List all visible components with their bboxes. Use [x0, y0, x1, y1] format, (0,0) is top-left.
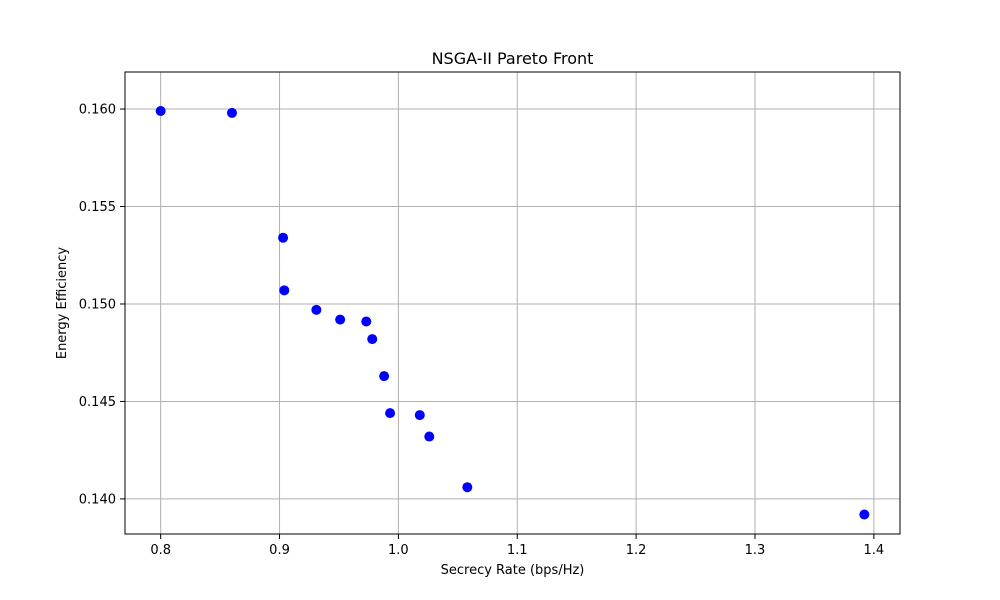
x-tick-label: 1.3 [745, 543, 766, 558]
x-axis-label: Secrecy Rate (bps/Hz) [441, 563, 585, 578]
x-tick-label: 1.2 [626, 543, 647, 558]
data-point [155, 105, 166, 116]
x-tick-label: 0.9 [269, 543, 290, 558]
data-point [414, 410, 425, 421]
data-point [367, 334, 378, 345]
data-point [859, 509, 870, 520]
x-tick-label: 1.1 [507, 543, 528, 558]
data-point [311, 304, 322, 315]
y-axis-label: Energy Efficiency [55, 247, 70, 360]
y-tick-label: 0.140 [79, 492, 116, 507]
data-point [462, 482, 473, 493]
y-tick-label: 0.155 [79, 200, 116, 215]
y-tick-label: 0.160 [79, 103, 116, 118]
data-point [335, 314, 346, 325]
y-tick-label: 0.150 [79, 297, 116, 312]
plot-area-frame [124, 71, 901, 535]
data-points [155, 105, 870, 520]
data-point [279, 285, 290, 296]
data-point [226, 107, 237, 118]
chart-title: NSGA-II Pareto Front [432, 49, 594, 68]
x-tick-label: 1.0 [388, 543, 409, 558]
data-point [385, 408, 396, 419]
x-tick-label: 0.8 [150, 543, 171, 558]
y-tick-label: 0.145 [79, 395, 116, 410]
data-point [278, 232, 289, 243]
x-axis-ticks: 0.8 0.9 1.0 1.1 1.2 1.3 1.4 [150, 534, 884, 558]
y-axis-ticks: 0.140 0.145 0.150 0.155 0.160 [79, 103, 125, 507]
grid-lines [125, 72, 900, 534]
x-tick-label: 1.4 [864, 543, 885, 558]
data-point [379, 371, 390, 382]
data-point [361, 316, 372, 327]
data-point [424, 431, 435, 442]
